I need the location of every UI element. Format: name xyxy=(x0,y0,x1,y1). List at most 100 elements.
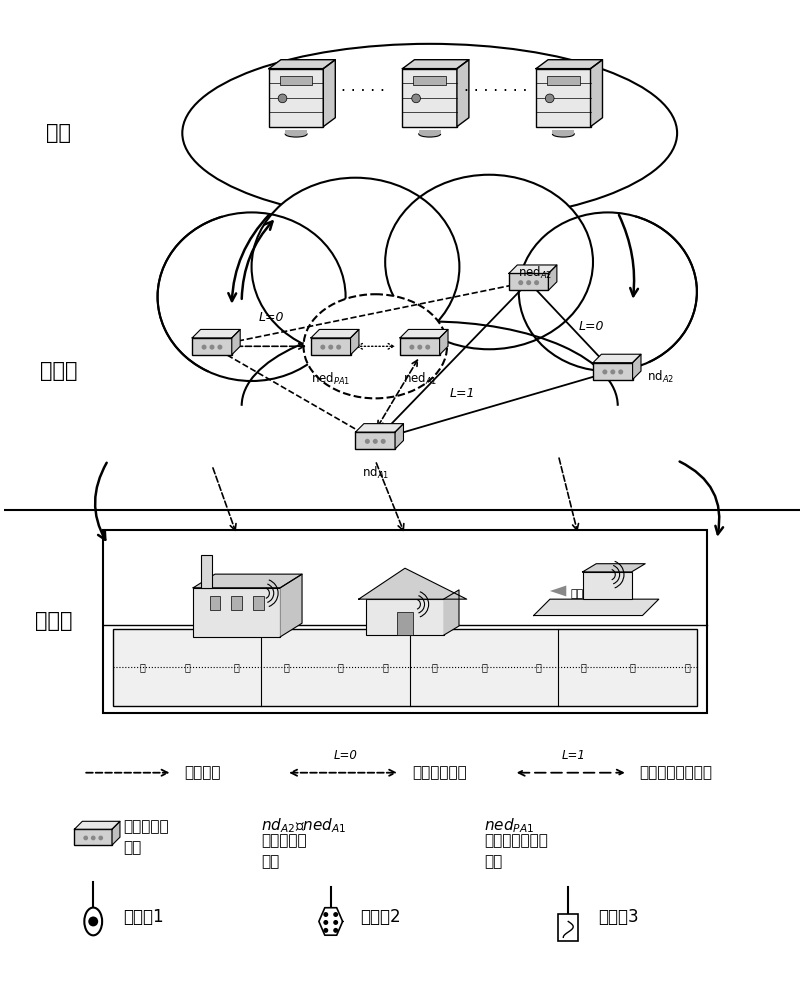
Text: ned$_{PA1}$: ned$_{PA1}$ xyxy=(311,371,350,387)
Text: L=1: L=1 xyxy=(560,749,585,762)
Text: 🚗: 🚗 xyxy=(683,662,689,672)
Circle shape xyxy=(601,369,606,374)
Circle shape xyxy=(533,280,539,285)
FancyBboxPatch shape xyxy=(103,530,706,713)
Text: · · · · · · ·: · · · · · · · xyxy=(464,84,527,99)
Text: 异常的交互链: 异常的交互链 xyxy=(411,765,466,780)
Polygon shape xyxy=(355,424,403,432)
Circle shape xyxy=(217,345,222,350)
Ellipse shape xyxy=(285,131,307,137)
Text: 异常的边缘
节点: 异常的边缘 节点 xyxy=(261,833,307,869)
FancyBboxPatch shape xyxy=(201,555,212,588)
Polygon shape xyxy=(439,329,447,355)
Text: ned$_{PA1}$: ned$_{PA1}$ xyxy=(483,816,534,835)
Text: ned$_{A1}$: ned$_{A1}$ xyxy=(402,371,437,387)
Ellipse shape xyxy=(157,212,345,381)
FancyBboxPatch shape xyxy=(231,596,242,610)
Text: 主属性3: 主属性3 xyxy=(597,908,638,926)
FancyBboxPatch shape xyxy=(355,432,394,449)
Polygon shape xyxy=(533,599,658,616)
Circle shape xyxy=(336,345,340,350)
Circle shape xyxy=(323,928,328,933)
Text: 可能异常的边缘
节点: 可能异常的边缘 节点 xyxy=(483,833,548,869)
Polygon shape xyxy=(75,821,120,829)
Text: · · · · ·: · · · · · xyxy=(341,84,385,99)
Text: L=0: L=0 xyxy=(333,749,357,762)
Polygon shape xyxy=(323,60,335,127)
Circle shape xyxy=(320,345,325,350)
Circle shape xyxy=(202,345,206,350)
Text: 🚗: 🚗 xyxy=(481,662,487,672)
Circle shape xyxy=(544,94,553,103)
Polygon shape xyxy=(632,354,640,380)
Ellipse shape xyxy=(84,908,102,935)
Ellipse shape xyxy=(242,322,617,490)
Polygon shape xyxy=(193,574,302,588)
Text: 🚗: 🚗 xyxy=(629,662,634,672)
Text: 主属性2: 主属性2 xyxy=(360,908,401,926)
Polygon shape xyxy=(456,60,468,127)
Circle shape xyxy=(84,836,88,840)
Text: 🚗: 🚗 xyxy=(381,662,388,672)
Text: 🚗: 🚗 xyxy=(535,662,541,672)
Circle shape xyxy=(332,912,338,917)
Text: nd$_{A1}$: nd$_{A1}$ xyxy=(361,465,389,481)
Circle shape xyxy=(417,345,422,350)
Text: 可能异常的交互链: 可能异常的交互链 xyxy=(638,765,711,780)
Text: 主属性1: 主属性1 xyxy=(123,908,163,926)
Polygon shape xyxy=(549,586,565,596)
Polygon shape xyxy=(593,354,640,363)
Polygon shape xyxy=(508,265,556,273)
Polygon shape xyxy=(443,590,459,635)
Ellipse shape xyxy=(304,294,446,398)
Text: 云层: 云层 xyxy=(46,123,71,143)
FancyBboxPatch shape xyxy=(413,76,446,85)
Ellipse shape xyxy=(182,44,676,222)
Polygon shape xyxy=(319,908,342,935)
FancyBboxPatch shape xyxy=(311,338,350,355)
FancyBboxPatch shape xyxy=(113,629,696,706)
FancyBboxPatch shape xyxy=(552,130,573,134)
Text: 🚶🚶: 🚶🚶 xyxy=(570,589,583,599)
Circle shape xyxy=(332,920,338,925)
FancyBboxPatch shape xyxy=(557,914,577,941)
Polygon shape xyxy=(268,60,335,69)
Circle shape xyxy=(328,345,333,350)
Polygon shape xyxy=(582,564,644,572)
Circle shape xyxy=(518,280,523,285)
FancyBboxPatch shape xyxy=(193,588,280,637)
Circle shape xyxy=(323,912,328,917)
FancyBboxPatch shape xyxy=(268,69,323,127)
FancyBboxPatch shape xyxy=(210,596,220,610)
Circle shape xyxy=(91,836,96,840)
Circle shape xyxy=(278,94,287,103)
Text: 🚗: 🚗 xyxy=(580,662,585,672)
FancyBboxPatch shape xyxy=(536,69,589,127)
Circle shape xyxy=(425,345,430,350)
Text: 🚗: 🚗 xyxy=(283,662,289,672)
Ellipse shape xyxy=(418,131,440,137)
Text: L=0: L=0 xyxy=(259,311,283,324)
Text: 边缘层: 边缘层 xyxy=(40,361,77,381)
Ellipse shape xyxy=(251,178,459,356)
Circle shape xyxy=(409,345,414,350)
FancyBboxPatch shape xyxy=(285,130,307,134)
Circle shape xyxy=(525,280,531,285)
Text: L=0: L=0 xyxy=(578,320,603,333)
Circle shape xyxy=(323,920,328,925)
FancyBboxPatch shape xyxy=(418,130,440,134)
FancyBboxPatch shape xyxy=(192,338,231,355)
FancyBboxPatch shape xyxy=(402,69,456,127)
FancyBboxPatch shape xyxy=(397,612,412,635)
Circle shape xyxy=(411,94,420,103)
FancyBboxPatch shape xyxy=(400,338,439,355)
FancyBboxPatch shape xyxy=(582,572,631,599)
Circle shape xyxy=(618,369,622,374)
FancyBboxPatch shape xyxy=(279,76,312,85)
Polygon shape xyxy=(112,821,120,845)
Text: 🚗: 🚗 xyxy=(184,662,190,672)
Polygon shape xyxy=(358,568,467,599)
Text: 设备层: 设备层 xyxy=(35,611,72,631)
Circle shape xyxy=(88,917,98,926)
Polygon shape xyxy=(536,60,601,69)
